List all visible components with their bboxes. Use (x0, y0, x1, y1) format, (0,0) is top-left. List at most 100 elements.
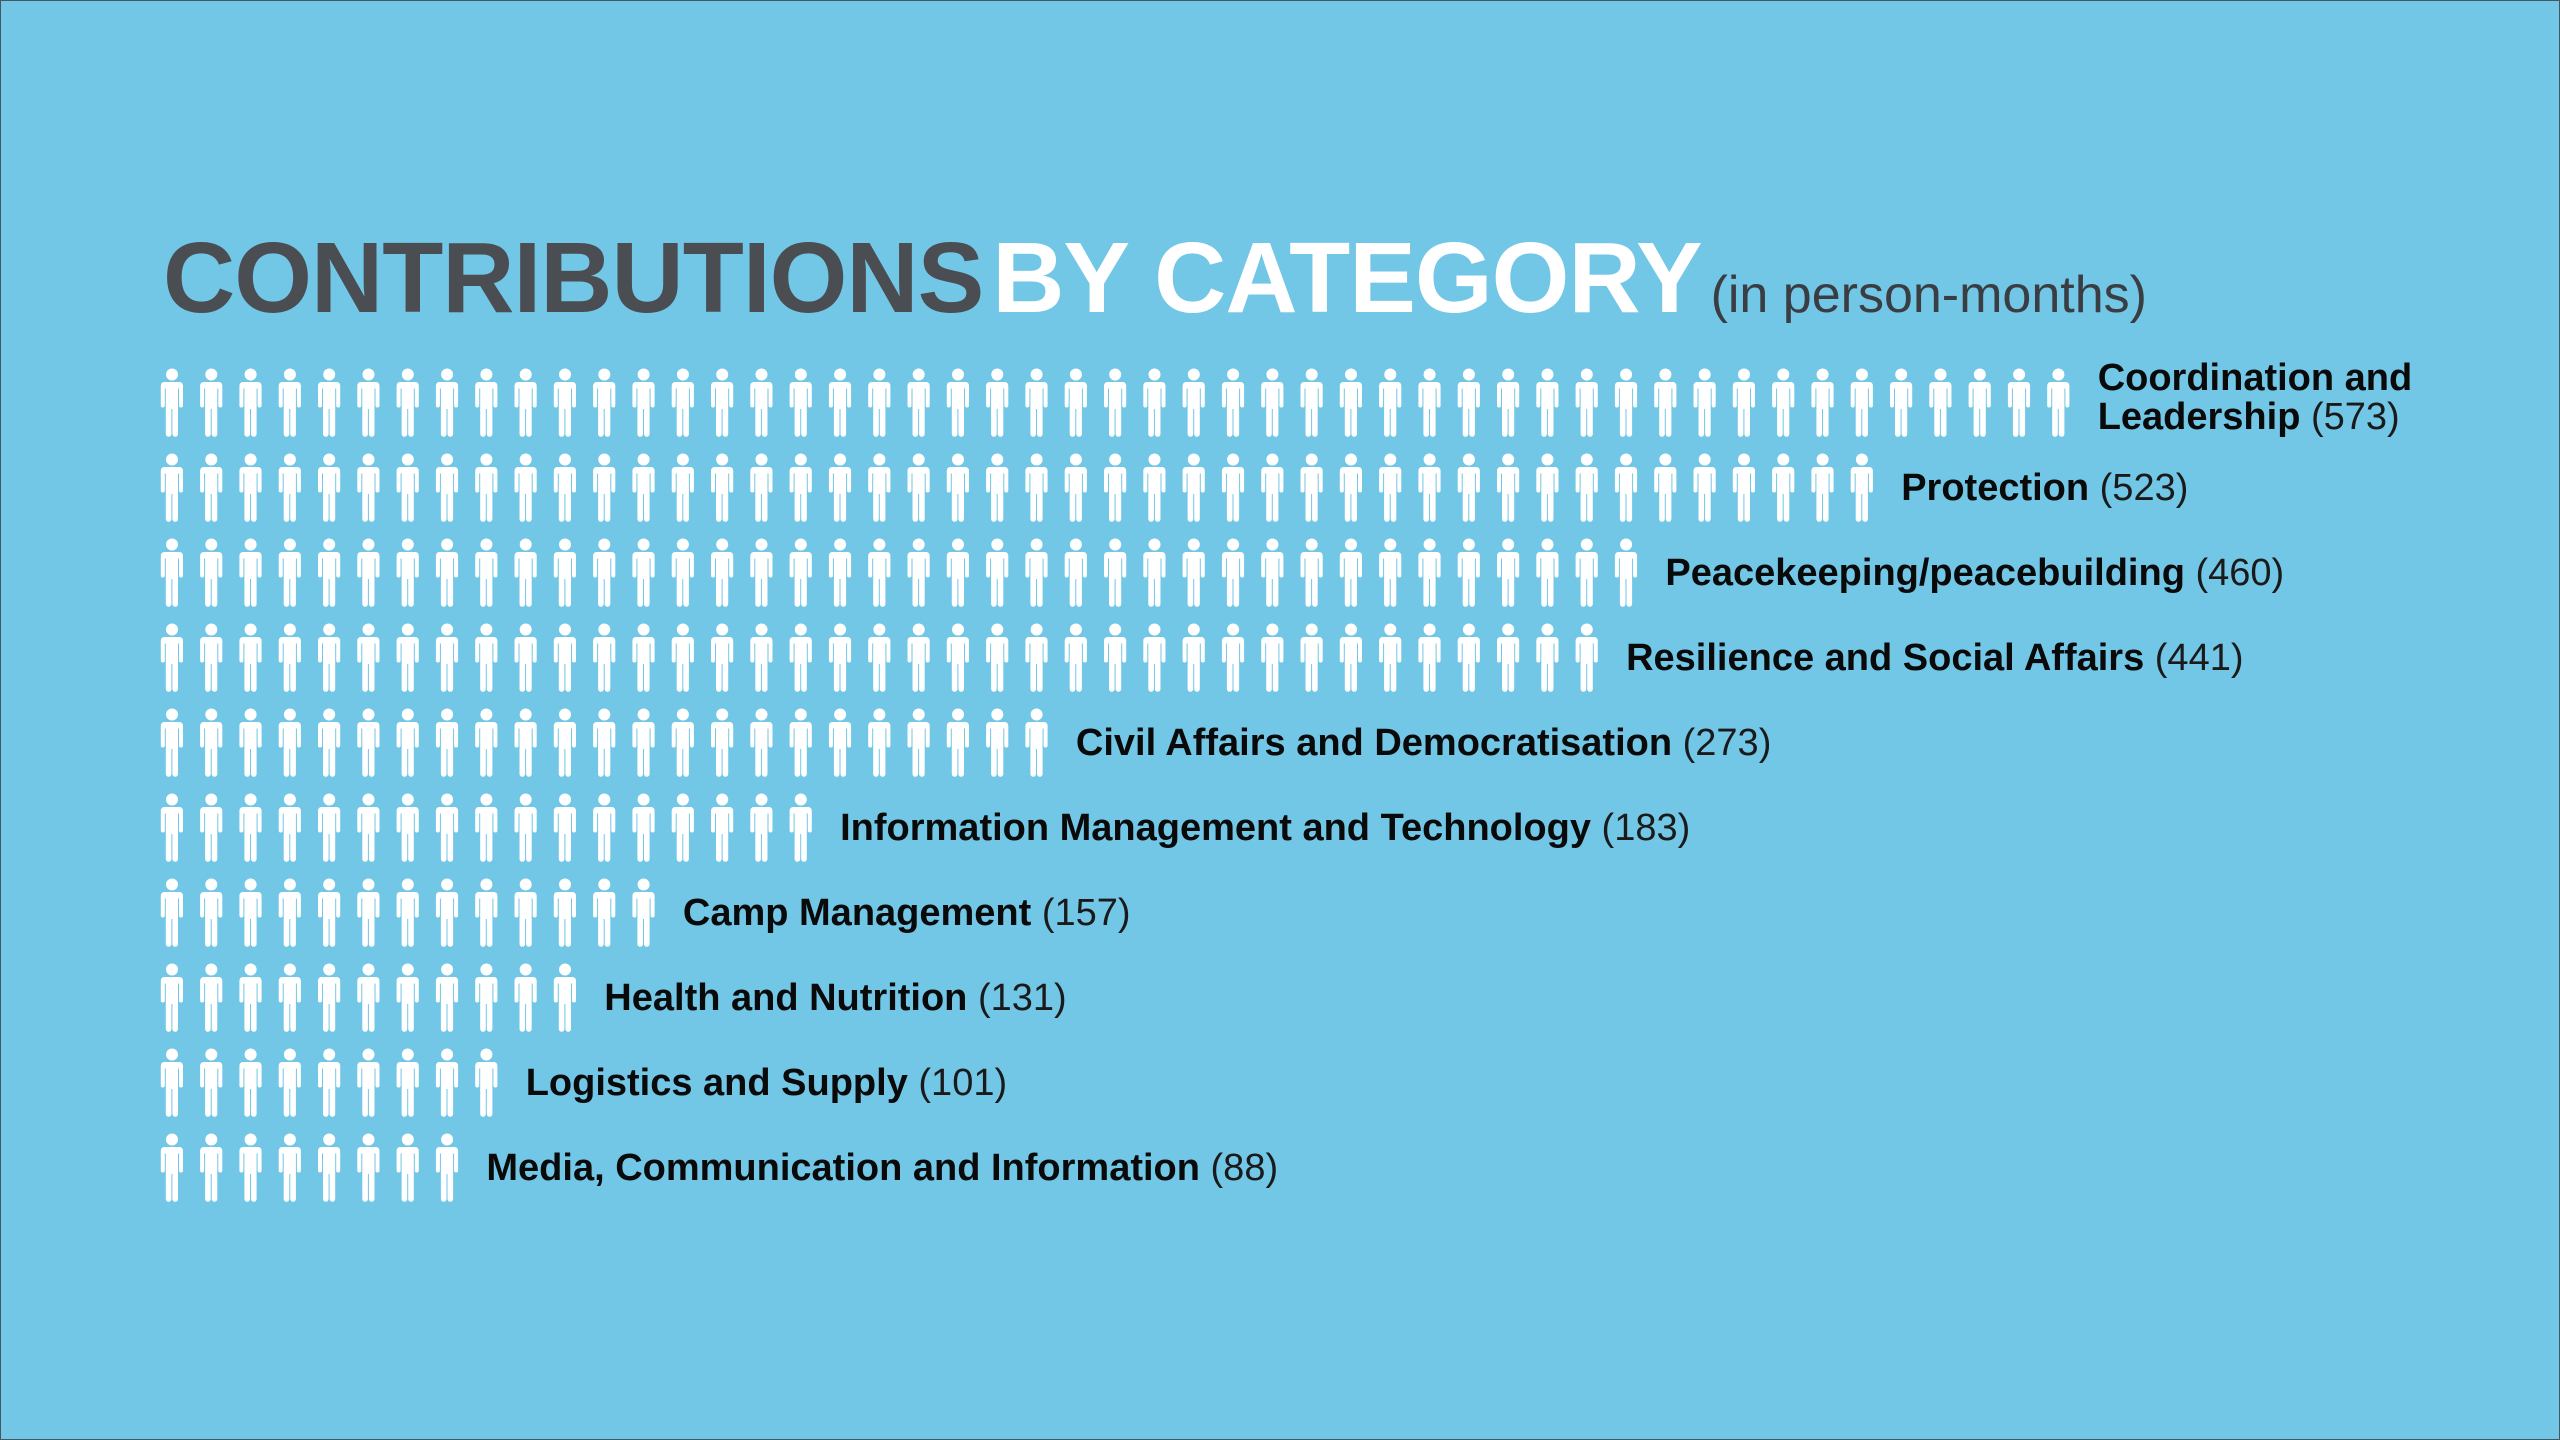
person-icon (396, 538, 419, 607)
chart-row: Civil Affairs and Democratisation (273) (160, 708, 1771, 777)
person-icon (396, 708, 419, 777)
person-icon (357, 1133, 380, 1202)
person-icon (828, 623, 852, 692)
person-icon (1418, 623, 1441, 692)
category-label: Media, Communication and Information (88… (486, 1147, 1278, 1189)
category-label: Civil Affairs and Democratisation (273) (1076, 722, 1771, 764)
person-icon (1261, 453, 1284, 522)
person-icon (1772, 368, 1795, 437)
person-icon (1536, 368, 1559, 437)
person-icon (435, 793, 459, 862)
person-icon (1497, 623, 1520, 692)
person-icon (1104, 538, 1127, 607)
person-icon (514, 793, 537, 862)
person-icon (2047, 368, 2070, 437)
person-icon (200, 1133, 223, 1202)
person-icon (868, 453, 891, 522)
person-icon (946, 708, 969, 777)
person-icon (1025, 368, 1048, 437)
person-icon (278, 1133, 301, 1202)
person-icon (357, 793, 380, 862)
person-icon (200, 708, 223, 777)
person-icon (828, 368, 852, 437)
person-icon (160, 368, 183, 437)
person-icon (357, 963, 380, 1032)
person-icon (789, 708, 812, 777)
person-icon (396, 368, 419, 437)
person-icon (1025, 538, 1048, 607)
person-icon (239, 793, 262, 862)
category-label: Logistics and Supply (101) (526, 1062, 1007, 1104)
person-icon (514, 963, 537, 1032)
person-icon (200, 623, 223, 692)
person-icon (278, 963, 301, 1032)
person-icon (986, 368, 1009, 437)
person-icon (1261, 538, 1284, 607)
person-icon (1811, 368, 1834, 437)
person-icon (750, 453, 773, 522)
person-icon (632, 368, 655, 437)
person-icon (1614, 453, 1638, 522)
person-icon (1575, 623, 1598, 692)
person-icon (357, 1048, 380, 1117)
person-icon (1104, 368, 1127, 437)
person-icon (435, 878, 459, 947)
person-icon (160, 963, 183, 1032)
person-icon (1654, 368, 1677, 437)
person-icon (750, 708, 773, 777)
person-icon (160, 1133, 183, 1202)
person-icon (1182, 368, 1205, 437)
category-value: (273) (1672, 722, 1771, 764)
category-value: (523) (2089, 467, 2188, 509)
person-icon (318, 453, 341, 522)
person-icon (318, 1048, 341, 1117)
person-icon (907, 708, 930, 777)
category-name-line: Leadership (2098, 396, 2301, 438)
person-icon (1064, 623, 1087, 692)
person-icon (278, 368, 301, 437)
person-icon (1379, 623, 1402, 692)
person-icon (160, 878, 183, 947)
person-icon (475, 878, 498, 947)
person-icon (239, 453, 262, 522)
person-icon (593, 538, 616, 607)
person-icon (711, 623, 734, 692)
person-icon (200, 878, 223, 947)
person-icon (553, 708, 576, 777)
person-icon (1575, 538, 1598, 607)
category-value: (131) (967, 977, 1066, 1019)
person-icon (239, 708, 262, 777)
person-icon (986, 623, 1009, 692)
person-icon (160, 793, 183, 862)
category-name: Camp Management (683, 892, 1032, 934)
chart-row: Camp Management (157) (160, 878, 1131, 947)
person-icon (1339, 623, 1362, 692)
person-icon (278, 623, 301, 692)
person-icon (2007, 368, 2031, 437)
person-icon (553, 878, 576, 947)
person-icon (318, 708, 341, 777)
person-icon (789, 538, 812, 607)
person-icon (1418, 453, 1441, 522)
person-icon (907, 368, 930, 437)
person-icon (160, 538, 183, 607)
person-icon (1064, 368, 1087, 437)
person-icon (357, 708, 380, 777)
person-icon (435, 963, 459, 1032)
category-name: Resilience and Social Affairs (1626, 637, 2144, 679)
chart-row: Logistics and Supply (101) (160, 1048, 1007, 1117)
person-icon (1261, 623, 1284, 692)
person-icon (1182, 453, 1205, 522)
person-icon (789, 368, 812, 437)
person-icon (435, 623, 459, 692)
person-icon (514, 368, 537, 437)
person-icon (593, 623, 616, 692)
person-icon (318, 368, 341, 437)
category-value: (573) (2300, 396, 2399, 438)
person-icon (671, 538, 694, 607)
person-icon (396, 453, 419, 522)
person-icon (475, 538, 498, 607)
person-icon (946, 453, 969, 522)
person-icon (1457, 623, 1480, 692)
